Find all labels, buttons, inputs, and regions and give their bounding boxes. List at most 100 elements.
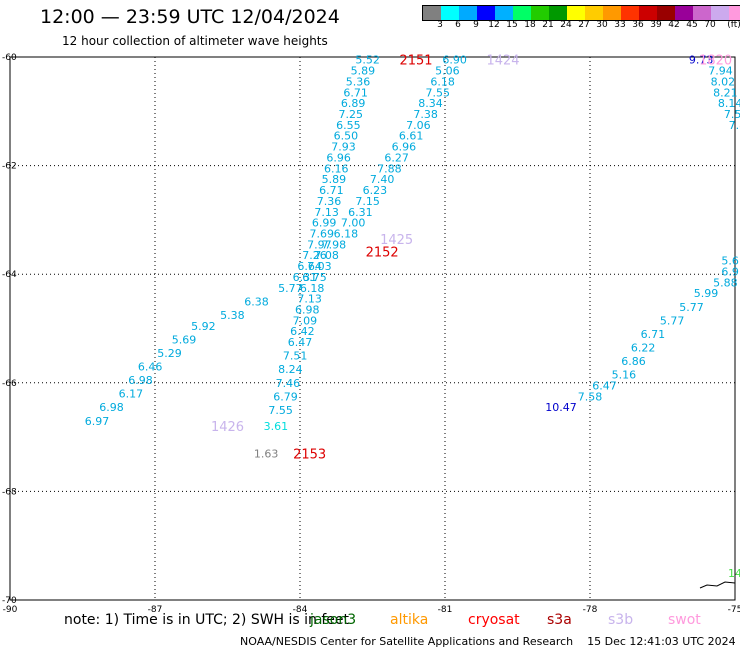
colorbar-label: 3 [437, 20, 443, 30]
wave-height-value: 6.96 [326, 151, 351, 164]
wave-height-value: 6.47 [592, 380, 617, 393]
wave-height-value: 14 [728, 567, 740, 580]
satellite-s3a: s3a [547, 612, 572, 628]
wave-height-value: 6.98 [295, 303, 320, 316]
pass-label: 1426 [211, 420, 244, 435]
colorbar-label: 42 [668, 20, 680, 30]
wave-height-value: 7.69 [310, 227, 335, 240]
wave-height-value: 8.24 [278, 363, 303, 376]
wave-height-value: 8.34 [418, 97, 443, 110]
wave-height-value: 7.93 [331, 141, 356, 154]
wave-height-value: 6.55 [336, 119, 361, 132]
wave-height-value: 8.02 [711, 75, 736, 88]
wave-height-value: 7.15 [355, 195, 380, 208]
colorbar-label: 45 [686, 20, 698, 30]
pass-label: 2153 [293, 447, 326, 462]
colorbar-label: (ft) [727, 20, 740, 30]
wave-height-value: 7.00 [341, 217, 366, 230]
wave-height-value: 5.77 [278, 282, 303, 295]
wave-height-value: 6.96 [392, 141, 417, 154]
pass-label: 2152 [366, 245, 399, 260]
wave-height-value: 5.6 [721, 255, 739, 268]
wave-height-value: 7.09 [293, 314, 318, 327]
wave-height-value: 6.61 [399, 130, 424, 143]
colorbar-labels: 3 6 9 12 15 18 21 24 27 30 33 36 39 42 45 70 (ft) [422, 20, 740, 34]
colorbar-swatch [639, 6, 657, 20]
colorbar-label: 30 [596, 20, 608, 30]
wave-height-value: 5.16 [612, 369, 637, 382]
wave-height-value: 6.23 [363, 184, 388, 197]
colorbar-label: 9 [473, 20, 479, 30]
wave-height-value: 5.52 [355, 54, 380, 67]
wave-height-value: 6.18 [300, 282, 325, 295]
wave-height-value: 6.89 [341, 97, 366, 110]
x-tick-label: -81 [438, 605, 453, 615]
coastline [699, 581, 736, 589]
wave-height-value: 10.47 [545, 401, 577, 414]
wave-height-value: 7.55 [268, 404, 293, 417]
wave-height-value: 6.42 [290, 325, 315, 338]
y-tick-label: -64 [2, 270, 17, 280]
x-tick-label: -90 [3, 605, 18, 615]
colorbar-label: 6 [455, 20, 461, 30]
colorbar-label: 33 [614, 20, 626, 30]
wave-height-value: 7.88 [377, 162, 402, 175]
wave-height-value: 6.90 [442, 54, 467, 67]
wave-height-value: 5.89 [322, 173, 347, 186]
colorbar-label: 15 [506, 20, 518, 30]
colorbar-swatch [459, 6, 477, 20]
wave-height-value: 7.26 [302, 249, 327, 262]
wave-height-value: 6.18 [430, 75, 455, 88]
wave-height-value: 5.77 [660, 314, 685, 327]
footer-note: note: 1) Time is in UTC; 2) SWH is in fe… [64, 612, 350, 628]
wave-height-value: 7.36 [317, 195, 342, 208]
wave-height-value: 7.13 [297, 293, 322, 306]
wave-height-value: 6.99 [312, 217, 337, 230]
satellite-altika: altika [390, 612, 429, 628]
y-tick-label: -70 [2, 596, 17, 606]
wave-height-value: 6.86 [621, 355, 646, 368]
colorbar-swatch [549, 6, 567, 20]
colorbar-label: 36 [632, 20, 644, 30]
colorbar-swatch [729, 6, 740, 20]
wave-height-value: 6.64 [297, 260, 322, 273]
x-tick-label: -87 [148, 605, 163, 615]
wave-height-value: 7.97 [307, 238, 332, 251]
colorbar-swatch [657, 6, 675, 20]
wave-height-value: 7.08 [314, 249, 339, 262]
wave-height-value: 7.51 [283, 350, 308, 363]
colorbar-label: 12 [488, 20, 500, 30]
wave-height-value: 6.27 [384, 151, 409, 164]
wave-height-value: 6.71 [641, 328, 666, 341]
wave-height-value: 6.97 [85, 415, 110, 428]
colorbar-swatch [495, 6, 513, 20]
wave-height-value: 7.94 [708, 65, 733, 78]
pass-label: 1820 [699, 54, 732, 69]
wave-height-value: 7.8 [729, 119, 740, 132]
chart-title: 12:00 — 23:59 UTC 12/04/2024 [40, 6, 340, 28]
pass-label: 1424 [486, 54, 519, 69]
colorbar-swatch [441, 6, 459, 20]
plot-frame [9, 56, 736, 601]
wave-height-value: 5.29 [157, 347, 182, 360]
wave-height-value: 5.69 [172, 333, 197, 346]
wave-height-value: 6.46 [138, 361, 163, 374]
wave-height-value: 7.46 [276, 377, 301, 390]
pass-label: 2151 [399, 54, 432, 69]
satellite-jason3: jason3 [310, 612, 357, 628]
wave-height-value: 7.38 [413, 108, 438, 121]
colorbar-swatch [423, 6, 441, 20]
y-tick-label: -66 [2, 379, 17, 389]
colorbar-label: 70 [704, 20, 716, 30]
wave-height-value: 6.71 [319, 184, 344, 197]
colorbar-swatch [531, 6, 549, 20]
colorbar-swatch [585, 6, 603, 20]
wave-height-value: 5.77 [679, 301, 704, 314]
wave-height-value: 7.13 [314, 206, 339, 219]
wave-height-value: 6.31 [293, 271, 318, 284]
colorbar-swatch [603, 6, 621, 20]
pass-label: 1425 [380, 233, 413, 248]
credit-line: NOAA/NESDIS Center for Satellite Applica… [240, 635, 736, 648]
y-tick-label: -68 [2, 487, 17, 497]
wave-height-value: 7.06 [406, 119, 431, 132]
